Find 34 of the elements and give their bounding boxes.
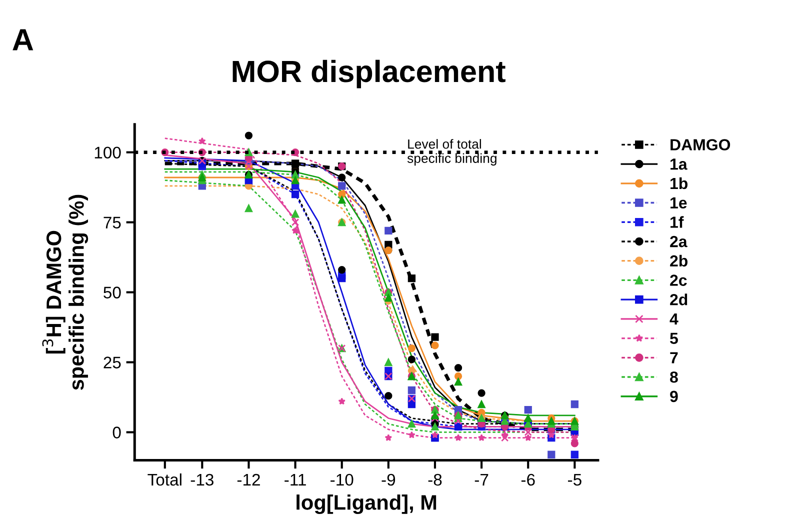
legend-label: 8 <box>670 371 678 383</box>
y-tick-label: 100 <box>94 146 121 159</box>
legend-label: DAMGO <box>670 139 730 150</box>
legend-label: 2c <box>670 274 687 286</box>
legend-label: 2d <box>670 294 688 306</box>
y-tick-label: 25 <box>104 356 121 368</box>
x-tick-label: -7 <box>474 474 488 486</box>
legend-label: 4 <box>670 314 678 325</box>
ref-line-label: Level of total specific binding <box>407 139 496 166</box>
legend-label: 5 <box>670 332 678 344</box>
legend-label: 1e <box>670 197 687 209</box>
legend-label: 1a <box>670 158 688 170</box>
y-tick-label: 75 <box>104 216 121 228</box>
legend-label: 2b <box>670 254 688 267</box>
x-tick-label: -6 <box>521 474 535 486</box>
text: A <box>12 29 34 50</box>
legend-label: 7 <box>670 352 678 364</box>
x-tick-label: -12 <box>237 474 260 486</box>
chart-title: MOR displacement <box>232 60 506 88</box>
x-tick-label: -10 <box>330 474 354 486</box>
x-tick-label: -13 <box>190 474 214 486</box>
legend-label: 1b <box>670 177 688 190</box>
y-tick-label: 0 <box>112 426 121 438</box>
x-tick-label: -9 <box>382 474 396 486</box>
legend-label: 1f <box>670 216 684 228</box>
x-tick-label: -11 <box>284 474 306 486</box>
y-tick-label: 50 <box>104 286 121 298</box>
x-tick-label: -8 <box>428 474 442 486</box>
x-axis-title: log[Ligand], M <box>296 494 436 514</box>
x-tick-label: Total <box>148 473 182 486</box>
legend-label: 9 <box>670 390 678 402</box>
legend-label: 2a <box>670 236 688 248</box>
y-axis-title: [$^{3}$H] DAMGO specific binding (%) <box>42 194 88 390</box>
x-tick-label: -5 <box>568 474 582 486</box>
